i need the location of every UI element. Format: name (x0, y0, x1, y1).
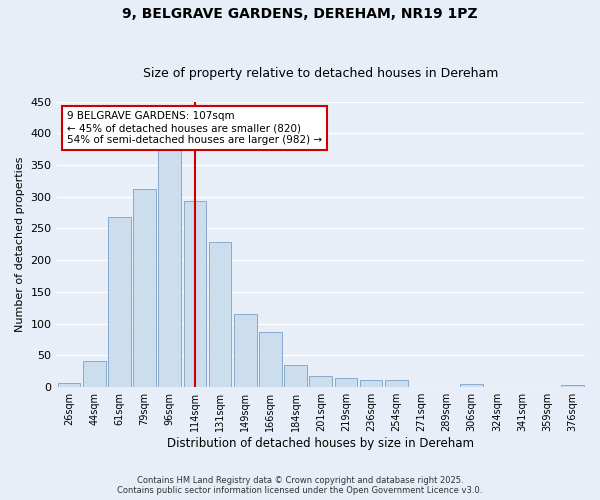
Text: 9 BELGRAVE GARDENS: 107sqm
← 45% of detached houses are smaller (820)
54% of sem: 9 BELGRAVE GARDENS: 107sqm ← 45% of deta… (67, 112, 322, 144)
Y-axis label: Number of detached properties: Number of detached properties (15, 156, 25, 332)
Bar (83, 360, 106, 387)
Bar (108, 217, 131, 387)
Bar (310, 376, 332, 387)
Bar (133, 189, 156, 387)
Bar (234, 314, 257, 387)
Bar (335, 378, 357, 387)
Text: Contains HM Land Registry data © Crown copyright and database right 2025.
Contai: Contains HM Land Registry data © Crown c… (118, 476, 482, 495)
Bar (58, 383, 80, 387)
Bar (259, 332, 282, 387)
Text: 9, BELGRAVE GARDENS, DEREHAM, NR19 1PZ: 9, BELGRAVE GARDENS, DEREHAM, NR19 1PZ (122, 8, 478, 22)
Bar (209, 242, 232, 387)
Bar (460, 384, 483, 387)
Bar (184, 201, 206, 387)
Title: Size of property relative to detached houses in Dereham: Size of property relative to detached ho… (143, 66, 499, 80)
Bar (385, 380, 407, 387)
X-axis label: Distribution of detached houses by size in Dereham: Distribution of detached houses by size … (167, 437, 474, 450)
Bar (284, 365, 307, 387)
Bar (158, 149, 181, 387)
Bar (561, 386, 584, 387)
Bar (360, 380, 382, 387)
